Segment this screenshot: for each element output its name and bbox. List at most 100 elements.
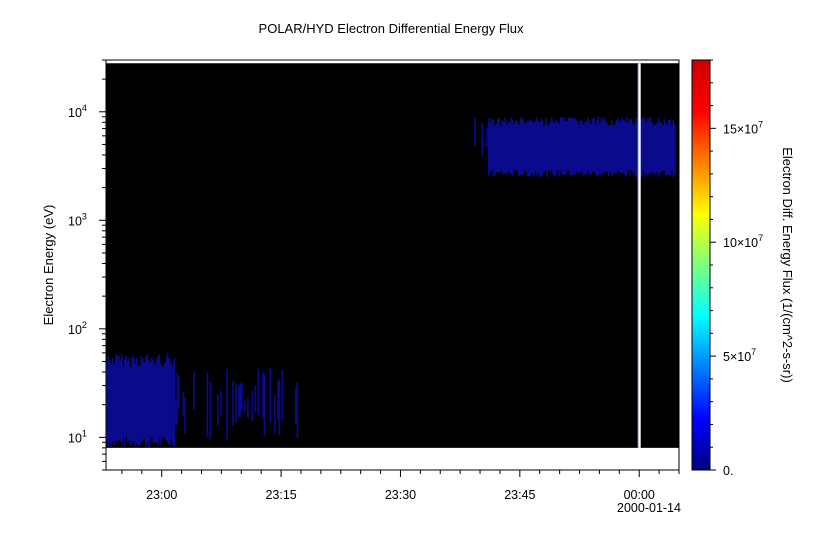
flux-column (127, 360, 129, 443)
flux-column (509, 122, 511, 174)
colorbar-tick-label: 10×107 (723, 233, 763, 250)
flux-column (644, 118, 646, 177)
flux-column (578, 124, 580, 174)
flux-column (557, 122, 559, 171)
colorbar-tick-label: 0. (723, 464, 733, 478)
x-axis: 23:00 23:15 23:30 23:45 00:00 (121, 470, 680, 502)
flux-column (220, 390, 222, 416)
flux-column (588, 120, 591, 174)
flux-column (614, 124, 616, 173)
flux-column (172, 366, 174, 445)
flux-column (506, 124, 508, 175)
plot-frame (105, 59, 680, 471)
flux-column (121, 353, 123, 446)
flux-column (510, 117, 513, 175)
flux-column (107, 356, 110, 447)
flux-column (169, 358, 171, 446)
flux-column (617, 118, 619, 172)
flux-column (142, 358, 144, 441)
flux-column (146, 354, 149, 443)
flux-column (133, 357, 135, 442)
flux-column (620, 119, 622, 173)
flux-column (128, 356, 131, 441)
flux-column (251, 391, 254, 422)
flux-column (636, 123, 639, 177)
flux-column (651, 123, 654, 173)
flux-column (145, 356, 147, 447)
flux-column (569, 117, 571, 175)
data-gap-line (638, 63, 641, 448)
x-tick-label: 23:30 (385, 488, 416, 502)
flux-column (130, 366, 132, 446)
flux-column (579, 120, 582, 173)
flux-region (106, 353, 176, 448)
flux-column (500, 125, 502, 172)
flux-column (606, 123, 609, 173)
flux-column (295, 387, 297, 425)
flux-column (116, 356, 119, 443)
flux-column (274, 394, 276, 434)
flux-column (281, 369, 284, 421)
flux-column (481, 122, 484, 156)
y-axis: 101 102 103 104 (68, 59, 106, 471)
flux-column (570, 118, 573, 177)
flux-column (167, 358, 170, 445)
flux-column (124, 359, 126, 447)
flux-column (125, 355, 128, 437)
flux-column (139, 365, 141, 446)
flux-column (263, 374, 266, 436)
flux-column (515, 120, 517, 171)
flux-column (163, 365, 165, 438)
flux-column (170, 363, 173, 440)
flux-column (665, 122, 667, 176)
flux-column (206, 372, 209, 438)
flux-column (112, 358, 114, 442)
flux-column (498, 117, 501, 173)
flux-column (178, 376, 180, 409)
colorbar-tick-label: 5×107 (723, 347, 756, 364)
flux-column (632, 122, 634, 172)
date-label: 2000-01-14 (617, 501, 681, 515)
flux-column (528, 121, 531, 176)
y-tick-label: 101 (68, 428, 87, 445)
flux-column (650, 117, 652, 174)
flux-column (618, 121, 621, 172)
flux-column (582, 123, 585, 176)
flux-column (630, 118, 633, 171)
flux-column (524, 124, 526, 170)
flux-column (154, 364, 156, 443)
flux-column (512, 120, 514, 177)
y-axis-label: Electron Energy (eV) (41, 205, 56, 326)
flux-column (149, 362, 152, 441)
flux-column (624, 121, 627, 177)
flux-column (494, 125, 496, 176)
flux-column (115, 354, 117, 441)
flux-column (542, 120, 544, 175)
flux-column (226, 369, 228, 440)
flux-column (600, 117, 603, 175)
flux-column (608, 125, 610, 177)
flux-column (668, 120, 670, 175)
flux-column (575, 119, 577, 175)
flux-column (587, 117, 589, 171)
flux-column (257, 368, 260, 415)
flux-column (491, 119, 493, 171)
flux-column (519, 119, 522, 175)
flux-column (597, 116, 600, 175)
flux-column (536, 116, 538, 177)
flux-column (654, 124, 657, 175)
flux-column (543, 125, 546, 173)
flux-column (627, 122, 630, 170)
flux-column (173, 369, 176, 426)
flux-column (474, 117, 476, 147)
flux-column (663, 118, 666, 171)
flux-column (140, 356, 143, 443)
flux-column (269, 367, 272, 423)
flux-column (572, 117, 574, 175)
flux-column (672, 119, 675, 178)
flux-column (612, 124, 615, 175)
flux-column (561, 117, 564, 176)
flux-column (545, 118, 547, 171)
flux-column (525, 121, 528, 173)
flux-column (131, 356, 134, 443)
